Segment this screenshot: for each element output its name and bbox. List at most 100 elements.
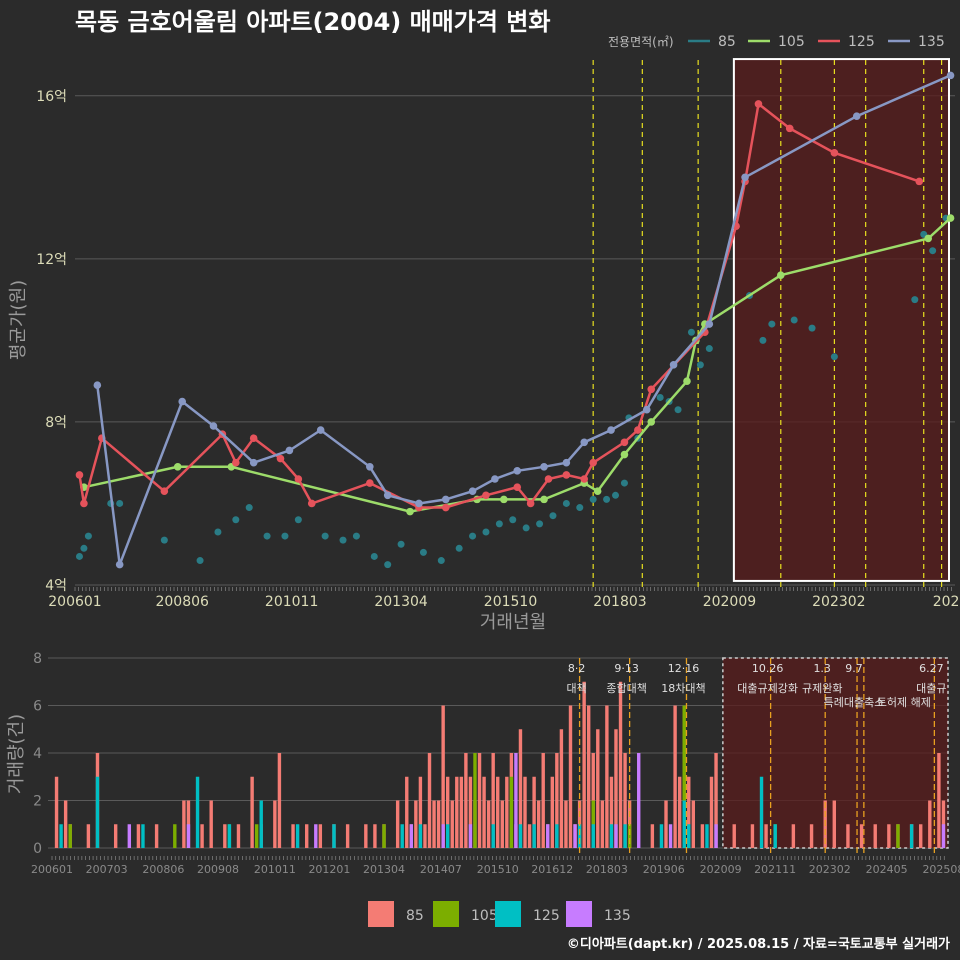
upper-point-105: [406, 507, 414, 516]
upper-point-85: [419, 548, 427, 556]
lower-bar-125: [609, 824, 614, 848]
upper-point-135: [946, 71, 955, 80]
chart-title: 목동 금호어울림 아파트(2004) 매매가격 변화: [75, 8, 550, 36]
lower-bar-85: [182, 800, 186, 848]
lower-x-tick: 200601: [31, 863, 73, 876]
lower-x-tick: 202405: [866, 863, 908, 876]
annotation-date: 9·13: [614, 662, 639, 675]
lower-y-tick: 2: [33, 794, 42, 810]
upper-point-135: [580, 438, 589, 447]
lower-bar-135: [441, 824, 445, 848]
upper-point-85: [397, 540, 405, 548]
upper-point-125: [620, 438, 629, 447]
lower-bar-85: [277, 753, 282, 848]
lower-bar-85: [732, 824, 736, 848]
lower-bar-85: [596, 729, 600, 848]
upper-point-85: [759, 336, 767, 344]
upper-point-105: [500, 495, 508, 504]
lower-bar-85: [550, 776, 555, 848]
lower-bar-85: [250, 776, 254, 848]
upper-point-85: [705, 345, 713, 353]
upper-point-85: [116, 499, 124, 507]
upper-y-tick: 16억: [36, 89, 67, 105]
lower-panel: 0 2 4 6 8 8·2 대책 9·13 종합대책 12·16 18차대책 10.26 대출규제강화 1…: [6, 651, 960, 876]
legend-top-label-125: 125: [848, 34, 875, 50]
upper-point-105: [946, 214, 955, 222]
lower-bar-125: [445, 824, 450, 848]
lower-bar-125: [773, 824, 777, 848]
legend-bottom-swatch-135: [566, 901, 592, 927]
upper-point-85: [808, 324, 816, 332]
lower-bar-105: [682, 705, 686, 848]
lower-bar-125: [418, 824, 423, 848]
lower-bar-85: [673, 705, 677, 848]
upper-point-135: [249, 458, 258, 467]
lower-bar-85: [423, 824, 427, 848]
upper-point-105: [683, 377, 691, 385]
lower-bar-85: [700, 824, 705, 848]
upper-point-85: [84, 532, 92, 540]
lower-bar-125: [491, 824, 495, 848]
upper-panel: 4억 8억 12억 16억 200601 200806 201011 201304 201510…: [8, 58, 960, 633]
upper-point-85: [576, 504, 584, 512]
lower-bar-85: [432, 800, 436, 848]
upper-x-title: 거래년월: [480, 612, 546, 633]
upper-point-135: [316, 426, 325, 434]
lower-bar-85: [750, 824, 755, 848]
lower-y-title: 거래량(건): [6, 714, 27, 794]
upper-x-tick: 200601: [48, 594, 101, 610]
lower-bar-135: [637, 753, 641, 848]
upper-x-tick: 201011: [265, 594, 318, 610]
lower-x-tick: 201304: [363, 863, 405, 876]
lower-bar-85: [414, 800, 418, 848]
lower-bar-85: [536, 800, 541, 848]
footer-credit: ©디아파트(dapt.kr) / 2025.08.15 / 자료=국토교통부 실…: [567, 936, 950, 952]
lower-bar-135: [941, 824, 946, 848]
lower-bar-85: [405, 776, 409, 848]
legend-bottom-label-125: 125: [533, 908, 560, 924]
upper-point-85: [620, 479, 628, 487]
upper-point-125: [754, 100, 763, 108]
upper-point-85: [160, 536, 168, 544]
upper-point-85: [830, 353, 838, 361]
legend-bottom-swatch-125: [495, 901, 521, 927]
upper-point-85: [232, 516, 240, 524]
legend-bottom-label-105: 105: [471, 908, 498, 924]
lower-bar-85: [491, 753, 495, 848]
lower-bar-125: [332, 824, 336, 848]
upper-x-tick: 202302: [812, 594, 865, 610]
upper-point-85: [536, 520, 544, 528]
upper-point-125: [580, 475, 589, 483]
upper-point-135: [209, 422, 218, 430]
annotation-date: 9.7: [845, 662, 863, 675]
upper-point-85: [656, 393, 664, 401]
lower-bar-85: [373, 824, 377, 848]
upper-point-125: [589, 458, 597, 467]
lower-x-tick: 202111: [754, 863, 796, 876]
lower-y-tick: 4: [33, 746, 42, 762]
upper-point-125: [785, 124, 794, 133]
lower-bar-85: [677, 776, 682, 848]
upper-point-135: [415, 499, 423, 508]
lower-bar-125: [532, 824, 536, 848]
lower-bar-135: [514, 753, 518, 848]
annotation-date: 6.27: [919, 662, 944, 675]
lower-bar-85: [63, 800, 68, 848]
lower-bar-85: [887, 824, 891, 848]
upper-point-105: [173, 462, 182, 471]
legend-bottom-swatch-85: [368, 901, 394, 927]
lower-x-tick: 200703: [86, 863, 128, 876]
legend-bottom-swatch-105: [433, 901, 459, 927]
upper-point-135: [366, 462, 374, 471]
upper-point-125: [249, 434, 258, 443]
lower-bar-85: [136, 824, 141, 848]
upper-point-85: [245, 504, 253, 512]
upper-x-tick: 200806: [155, 594, 209, 610]
lower-bar-125: [682, 800, 686, 848]
lower-bar-85: [764, 824, 768, 848]
lower-bar-135: [127, 824, 132, 848]
lower-bar-85: [687, 776, 691, 848]
lower-bar-85: [568, 705, 573, 848]
